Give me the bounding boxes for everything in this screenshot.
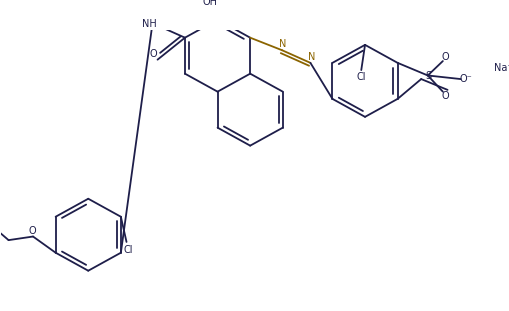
Text: O: O bbox=[442, 91, 449, 101]
Text: O: O bbox=[29, 226, 36, 236]
Text: OH: OH bbox=[202, 0, 217, 7]
Text: NH: NH bbox=[143, 19, 157, 29]
Text: O: O bbox=[442, 52, 449, 62]
Text: Na⁺: Na⁺ bbox=[494, 63, 509, 73]
Text: O⁻: O⁻ bbox=[459, 74, 472, 84]
Text: N: N bbox=[307, 52, 315, 62]
Text: Cl: Cl bbox=[356, 72, 366, 82]
Text: S: S bbox=[426, 71, 432, 81]
Text: O: O bbox=[150, 49, 158, 59]
Text: Cl: Cl bbox=[124, 245, 133, 255]
Text: N: N bbox=[279, 39, 287, 49]
